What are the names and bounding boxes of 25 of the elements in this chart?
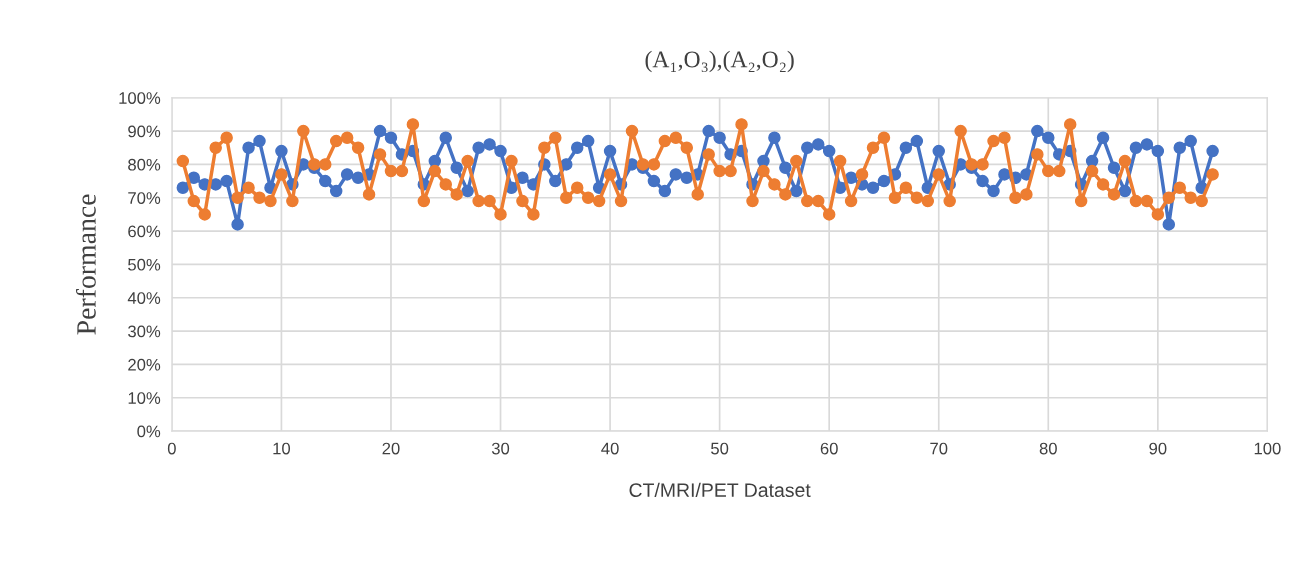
y-tick-label: 80% xyxy=(128,158,161,171)
x-tick-label: 100 xyxy=(1254,442,1281,455)
x-tick-label: 20 xyxy=(382,442,400,455)
y-tick-label: 50% xyxy=(128,258,161,271)
y-tick-label: 30% xyxy=(128,325,161,338)
x-tick-label: 10 xyxy=(273,442,291,455)
y-tick-label: 90% xyxy=(128,125,161,138)
x-tick-label: 80 xyxy=(1039,442,1057,455)
y-tick-label: 100% xyxy=(119,92,161,104)
x-tick-label: 0 xyxy=(167,442,176,455)
y-tick-label: 0% xyxy=(137,425,161,438)
x-tick-label: 50 xyxy=(711,442,729,455)
y-tick-label: 60% xyxy=(128,225,161,238)
chart-title: (A₁,O₃),(A₂,O₂) xyxy=(645,50,794,73)
x-tick-label: 30 xyxy=(491,442,510,455)
x-tick-label: 70 xyxy=(930,442,948,455)
x-tick-label: 90 xyxy=(1149,442,1167,455)
x-tick-label: 40 xyxy=(601,442,619,455)
y-axis-title: Performance xyxy=(76,194,96,335)
x-axis-title: CT/MRI/PET Dataset xyxy=(629,482,811,498)
y-tick-label: 40% xyxy=(127,292,161,304)
x-tick-label: 60 xyxy=(820,442,838,455)
y-tick-label: 70% xyxy=(128,192,161,204)
y-tick-label: 20% xyxy=(128,358,161,371)
y-tick-label: 10% xyxy=(128,392,161,404)
